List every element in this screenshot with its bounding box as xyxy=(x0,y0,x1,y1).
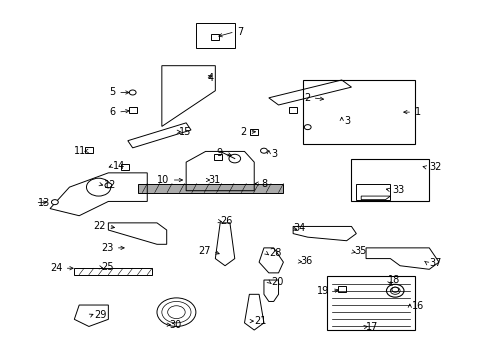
Text: 4: 4 xyxy=(207,73,214,83)
Text: 27: 27 xyxy=(198,247,210,256)
Bar xyxy=(288,108,296,113)
Text: 20: 20 xyxy=(271,277,283,287)
Text: 21: 21 xyxy=(254,316,266,326)
Text: 18: 18 xyxy=(387,275,399,285)
Text: 12: 12 xyxy=(103,180,116,190)
Text: 30: 30 xyxy=(169,320,181,330)
Bar xyxy=(213,154,221,159)
Circle shape xyxy=(51,200,58,204)
Text: 34: 34 xyxy=(292,223,305,233)
Bar xyxy=(74,268,152,275)
Text: 5: 5 xyxy=(109,87,116,98)
Bar xyxy=(326,276,414,330)
Text: 19: 19 xyxy=(317,287,329,296)
Text: 37: 37 xyxy=(428,258,441,268)
Bar xyxy=(337,286,345,292)
Circle shape xyxy=(105,183,112,188)
Text: 8: 8 xyxy=(261,179,267,189)
Text: 22: 22 xyxy=(93,221,106,231)
Text: 35: 35 xyxy=(353,247,366,256)
Circle shape xyxy=(129,90,136,95)
Bar xyxy=(302,80,414,144)
Bar xyxy=(85,148,93,153)
Text: 23: 23 xyxy=(101,243,113,253)
Text: 36: 36 xyxy=(300,256,312,266)
Text: 29: 29 xyxy=(94,310,106,320)
Bar xyxy=(137,184,283,193)
Text: 16: 16 xyxy=(411,301,424,311)
Text: 13: 13 xyxy=(38,198,50,207)
Text: 7: 7 xyxy=(237,27,243,37)
Text: 10: 10 xyxy=(157,175,169,185)
Circle shape xyxy=(304,125,310,130)
Text: 17: 17 xyxy=(366,322,378,332)
Text: 33: 33 xyxy=(392,185,404,195)
Text: 2: 2 xyxy=(240,127,246,137)
Text: 3: 3 xyxy=(344,116,349,126)
Bar xyxy=(351,158,428,202)
Text: 1: 1 xyxy=(414,107,420,117)
Bar xyxy=(250,129,258,135)
Text: 24: 24 xyxy=(50,263,62,273)
Bar xyxy=(121,164,129,170)
Text: 6: 6 xyxy=(109,107,116,117)
Text: 32: 32 xyxy=(428,162,441,172)
Text: 3: 3 xyxy=(271,149,277,159)
Text: 25: 25 xyxy=(101,262,113,272)
Circle shape xyxy=(260,148,267,153)
Circle shape xyxy=(391,287,398,292)
Bar xyxy=(128,108,136,113)
Text: 9: 9 xyxy=(216,148,222,158)
Text: 28: 28 xyxy=(268,248,281,258)
Text: 15: 15 xyxy=(179,127,191,137)
Text: 26: 26 xyxy=(220,216,232,226)
Bar xyxy=(196,23,234,48)
Text: 31: 31 xyxy=(207,175,220,185)
Text: 2: 2 xyxy=(303,93,309,103)
Bar xyxy=(211,34,219,40)
Text: 14: 14 xyxy=(113,161,125,171)
Text: 11: 11 xyxy=(74,146,86,156)
